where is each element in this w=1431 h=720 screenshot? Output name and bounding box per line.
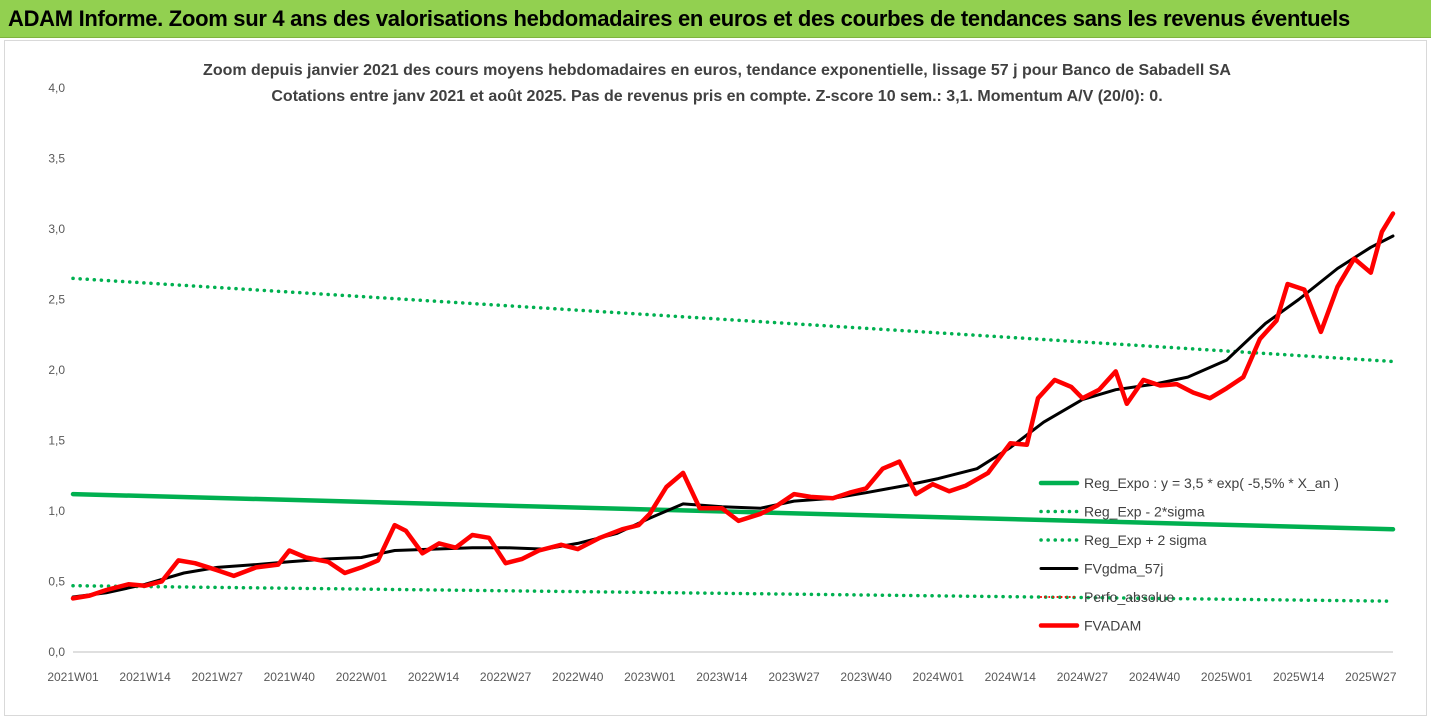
x-tick-label: 2022W01 bbox=[336, 670, 388, 684]
chart-area: Zoom depuis janvier 2021 des cours moyen… bbox=[4, 40, 1427, 716]
legend-label-reg-expo: Reg_Expo : y = 3,5 * exp( -5,5% * X_an ) bbox=[1084, 475, 1339, 491]
y-tick-label: 2,0 bbox=[48, 363, 65, 377]
x-tick-label: 2021W40 bbox=[264, 670, 316, 684]
chart-subtitle-line-2: Cotations entre janv 2021 et août 2025. … bbox=[271, 88, 1162, 105]
chart-subtitle-line-1: Zoom depuis janvier 2021 des cours moyen… bbox=[203, 62, 1231, 79]
y-tick-label: 3,0 bbox=[48, 222, 65, 236]
x-tick-label: 2025W01 bbox=[1201, 670, 1253, 684]
legend-label-fvadam: FVADAM bbox=[1084, 618, 1141, 634]
x-tick-label: 2021W27 bbox=[192, 670, 244, 684]
report-title: ADAM Informe. Zoom sur 4 ans des valoris… bbox=[8, 6, 1350, 31]
legend-label-perfo: Perfo_absolue bbox=[1084, 589, 1175, 605]
y-tick-label: 1,5 bbox=[48, 434, 65, 448]
y-tick-label: 0,5 bbox=[48, 575, 65, 589]
series-layer bbox=[70, 211, 1396, 603]
y-tick-label: 0,0 bbox=[48, 645, 65, 659]
line-chart: Zoom depuis janvier 2021 des cours moyen… bbox=[47, 62, 1397, 684]
series-reg-minus-line bbox=[71, 583, 1395, 603]
series-reg-expo-line bbox=[70, 491, 1396, 532]
x-tick-label: 2024W01 bbox=[913, 670, 965, 684]
x-tick-label: 2021W14 bbox=[119, 670, 171, 684]
legend-label-reg-minus: Reg_Exp - 2*sigma bbox=[1084, 504, 1205, 520]
x-tick-label: 2021W01 bbox=[47, 670, 99, 684]
series-fvgdma-line bbox=[71, 234, 1395, 599]
x-tick-label: 2023W27 bbox=[768, 670, 820, 684]
series-fvadam-line bbox=[70, 211, 1396, 601]
legend-label-reg-plus: Reg_Exp + 2 sigma bbox=[1084, 532, 1207, 548]
x-tick-label: 2022W27 bbox=[480, 670, 532, 684]
y-tick-label: 3,5 bbox=[48, 152, 65, 166]
y-tick-label: 1,0 bbox=[48, 504, 65, 518]
series-reg-plus-line bbox=[71, 276, 1395, 364]
x-tick-label: 2023W14 bbox=[696, 670, 748, 684]
y-tick-label: 2,5 bbox=[48, 293, 65, 307]
x-tick-label: 2023W01 bbox=[624, 670, 676, 684]
y-tick-label: 4,0 bbox=[48, 81, 65, 95]
y-axis: 0,0 0,5 1,0 1,5 2,0 2,5 3,0 3,5 4,0 bbox=[48, 81, 65, 659]
x-tick-label: 2024W27 bbox=[1057, 670, 1109, 684]
x-tick-label: 2022W40 bbox=[552, 670, 604, 684]
x-tick-label: 2025W27 bbox=[1345, 670, 1397, 684]
x-tick-label: 2024W14 bbox=[985, 670, 1037, 684]
x-tick-label: 2022W14 bbox=[408, 670, 460, 684]
x-tick-label: 2025W14 bbox=[1273, 670, 1325, 684]
x-tick-label: 2024W40 bbox=[1129, 670, 1181, 684]
title-banner: ADAM Informe. Zoom sur 4 ans des valoris… bbox=[0, 0, 1431, 38]
x-axis: 2021W01 2021W14 2021W27 2021W40 2022W01 2022W… bbox=[47, 651, 1397, 684]
x-tick-label: 2023W40 bbox=[840, 670, 892, 684]
legend: Reg_Expo : y = 3,5 * exp( -5,5% * X_an )… bbox=[1038, 475, 1339, 634]
legend-label-fvgdma: FVgdma_57j bbox=[1084, 561, 1163, 577]
